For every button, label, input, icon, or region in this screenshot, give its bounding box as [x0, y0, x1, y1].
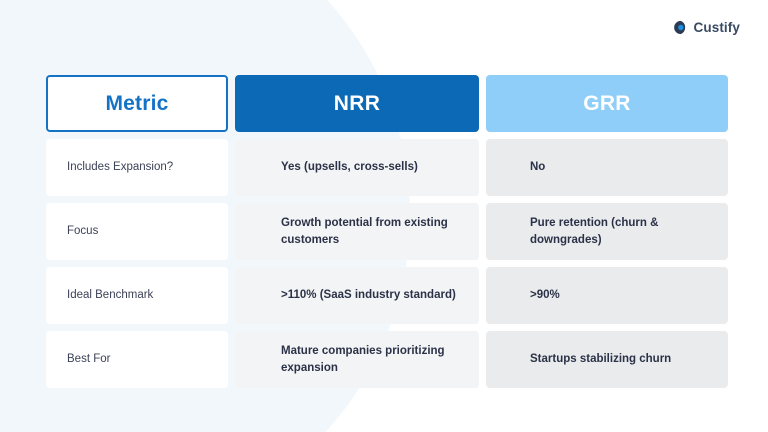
header-label-nrr: NRR [333, 91, 381, 115]
nrr-value: Mature companies prioritizing expansion [281, 345, 445, 374]
metric-label: Focus [67, 224, 99, 237]
nrr-value: Growth potential from existing customers [281, 217, 448, 246]
nrr-value-cell: >110% (SaaS industry standard) [235, 267, 479, 324]
table-row: Best For Mature companies prioritizing e… [46, 331, 728, 388]
grr-value: No [530, 161, 546, 174]
brand-name: Custify [693, 19, 740, 35]
grr-value: >90% [530, 289, 560, 302]
nrr-value-cell: Mature companies prioritizing expansion [235, 331, 479, 388]
grr-value-cell: Startups stabilizing churn [486, 331, 728, 388]
table-row: Includes Expansion? Yes (upsells, cross-… [46, 139, 728, 196]
metric-label: Includes Expansion? [67, 160, 174, 173]
header-cell-grr: GRR [486, 75, 728, 132]
table-row: Ideal Benchmark >110% (SaaS industry sta… [46, 267, 728, 324]
grr-value-cell: >90% [486, 267, 728, 324]
header-cell-nrr: NRR [235, 75, 479, 132]
metric-label-cell: Focus [46, 203, 228, 260]
metric-label-cell: Ideal Benchmark [46, 267, 228, 324]
nrr-value: >110% (SaaS industry standard) [281, 289, 456, 302]
header-label-grr: GRR [583, 91, 631, 115]
custify-logo-icon [670, 20, 685, 35]
grr-value-cell: Pure retention (churn & downgrades) [486, 203, 728, 260]
nrr-value-cell: Yes (upsells, cross-sells) [235, 139, 479, 196]
table-header-row: Metric NRR GRR [46, 75, 728, 132]
comparison-table: Metric NRR GRR Includes Expansion? Yes (… [46, 75, 728, 388]
metric-label: Ideal Benchmark [67, 288, 154, 301]
header-cell-metric: Metric [46, 75, 228, 132]
brand-logo: Custify [670, 19, 740, 36]
grr-value: Startups stabilizing churn [530, 353, 672, 366]
table-row: Focus Growth potential from existing cus… [46, 203, 728, 260]
header-label-metric: Metric [105, 91, 169, 115]
metric-label: Best For [67, 352, 111, 365]
nrr-value: Yes (upsells, cross-sells) [281, 161, 418, 174]
metric-label-cell: Best For [46, 331, 228, 388]
grr-value-cell: No [486, 139, 728, 196]
grr-value: Pure retention (churn & downgrades) [530, 217, 659, 246]
metric-label-cell: Includes Expansion? [46, 139, 228, 196]
nrr-value-cell: Growth potential from existing customers [235, 203, 479, 260]
